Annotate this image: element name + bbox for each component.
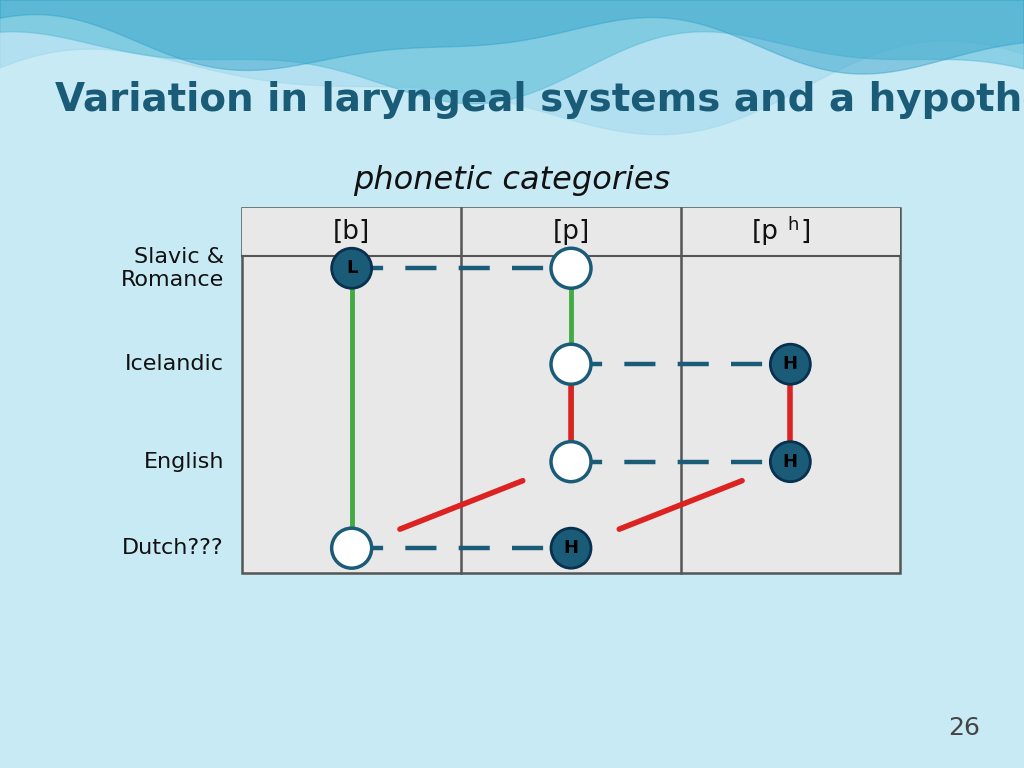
Text: Icelandic: Icelandic [125, 354, 224, 374]
Circle shape [551, 344, 591, 384]
Text: Dutch???: Dutch??? [123, 538, 224, 558]
Bar [242, 208, 900, 256]
Bar [242, 208, 900, 573]
Circle shape [551, 528, 591, 568]
Text: Variation in laryngeal systems and a hypothesis…: Variation in laryngeal systems and a hyp… [55, 81, 1024, 119]
Circle shape [551, 248, 591, 288]
Text: H: H [782, 452, 798, 471]
Text: [p: [p [752, 219, 778, 245]
Text: [p]: [p] [552, 219, 590, 245]
Text: [b]: [b] [333, 219, 371, 245]
Text: Slavic &
Romance: Slavic & Romance [121, 247, 224, 290]
Text: L: L [346, 260, 357, 277]
Circle shape [332, 248, 372, 288]
Circle shape [770, 442, 810, 482]
Text: ]: ] [801, 219, 811, 245]
Circle shape [332, 528, 372, 568]
Text: phonetic categories: phonetic categories [353, 164, 671, 196]
Circle shape [551, 442, 591, 482]
Circle shape [770, 344, 810, 384]
Text: H: H [782, 356, 798, 373]
Text: H: H [563, 539, 579, 557]
Text: h: h [787, 216, 799, 234]
Text: English: English [143, 452, 224, 472]
Text: 26: 26 [948, 716, 980, 740]
